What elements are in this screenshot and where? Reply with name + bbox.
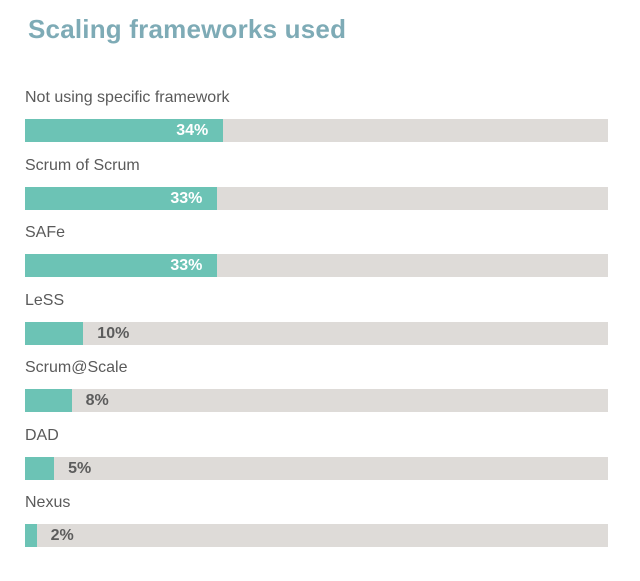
bar — [25, 524, 37, 547]
value-label: 33% — [170, 257, 203, 274]
value-label: 5% — [68, 459, 92, 477]
category-label: Not using specific framework — [25, 89, 230, 106]
bar-track: 10% — [25, 321, 608, 345]
bar — [25, 389, 72, 412]
bar — [25, 186, 218, 210]
category-label: Nexus — [25, 494, 71, 511]
category-label: DAD — [25, 426, 59, 444]
value-label: 2% — [50, 527, 74, 544]
bar-track: 8% — [25, 389, 608, 412]
bar-track: 33% — [25, 254, 608, 277]
bar-track: 5% — [25, 456, 608, 480]
category-label: LeSS — [25, 291, 65, 309]
category-label: Scrum@Scale — [25, 359, 128, 376]
category-label: Scrum of Scrum — [25, 156, 140, 174]
value-label: 8% — [85, 392, 109, 409]
bar — [25, 119, 224, 142]
category-label: SAFe — [25, 224, 66, 241]
bar-track: 34% — [25, 119, 608, 142]
value-label: 34% — [176, 122, 209, 139]
bar-track: 2% — [25, 524, 608, 547]
bar — [25, 321, 84, 345]
chart-title: Scaling frameworks used — [28, 14, 347, 44]
value-label: 10% — [97, 324, 130, 342]
bar — [25, 254, 218, 277]
value-label: 33% — [170, 189, 203, 207]
bar — [25, 456, 55, 480]
bar-track: 33% — [25, 186, 608, 210]
